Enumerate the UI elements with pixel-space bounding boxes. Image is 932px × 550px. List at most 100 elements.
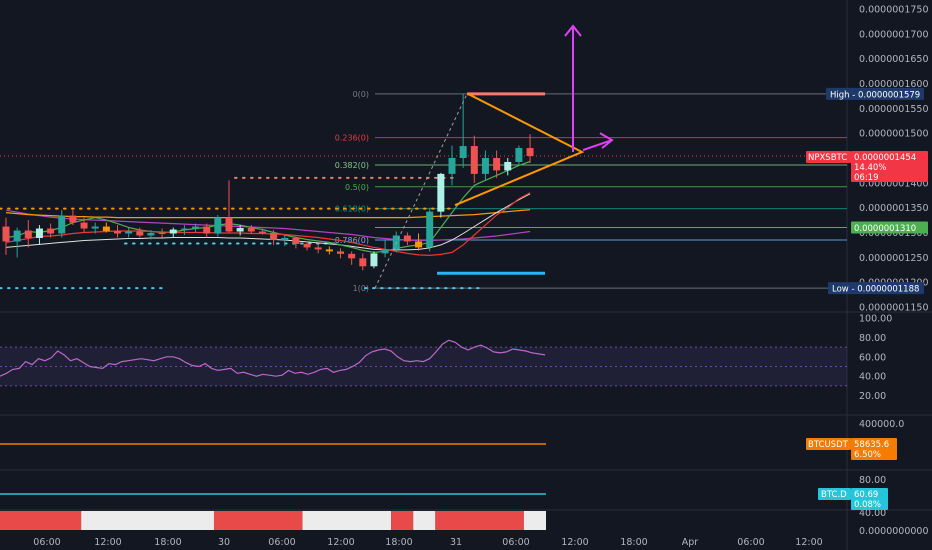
candle-22 [247, 225, 255, 234]
time-tick-8: 06:00 [502, 537, 529, 548]
candle-body-22 [247, 228, 255, 232]
candle-body-33 [370, 253, 378, 267]
candle-body-41 [459, 146, 467, 158]
ma-green [5, 160, 531, 254]
btcd-tick-1: 40.00 [859, 508, 886, 519]
candle-body-20 [225, 217, 233, 232]
candle-40 [448, 145, 456, 186]
breakout-arrowhead-up [564, 24, 582, 37]
level-tag-value: 0.0000001310 [854, 224, 916, 234]
candle-43 [481, 150, 489, 181]
candle-13 [147, 230, 155, 240]
last-price-value: 0.0000001454 [854, 153, 916, 163]
level-tag: 0.0000001310 [851, 221, 928, 234]
price-tick-2: 0.0000001650 [859, 54, 929, 65]
fib-label-0: 0(0) [353, 90, 369, 99]
candle-9 [102, 222, 110, 233]
last-price-change: 14.40% [854, 163, 886, 173]
candle-10 [114, 225, 121, 238]
last-price-countdown: 06:19 [854, 173, 879, 183]
candle-body-21 [236, 228, 244, 232]
moving-averages [5, 160, 531, 257]
ma-purple [5, 209, 531, 242]
candle-body-19 [214, 217, 222, 234]
candle-23 [258, 228, 266, 235]
candle-14 [158, 228, 166, 238]
time-tick-0: 06:00 [33, 537, 60, 548]
candle-41 [459, 93, 467, 168]
candle-body-47 [526, 148, 534, 156]
low-tag: Low - 0.0000001188 [828, 282, 924, 295]
candle-body-8 [91, 226, 99, 229]
candle-0 [2, 217, 10, 255]
candle-30 [337, 248, 344, 259]
candle-body-16 [180, 228, 188, 230]
candle-body-14 [158, 233, 166, 235]
candle-47 [526, 134, 534, 163]
candle-31 [348, 251, 356, 265]
breakout-arrowhead-right [599, 132, 614, 149]
candle-44 [493, 150, 501, 178]
lower-panes [0, 443, 546, 495]
candle-body-2 [24, 230, 32, 238]
btcd-tag[interactable]: BTC.D 60.690.08% [818, 488, 888, 510]
candle-body-13 [147, 233, 155, 236]
rsi-tick-0: 100.00 [859, 314, 892, 325]
fib-label-1: 0.236(0) [335, 134, 369, 143]
triangle-pattern [454, 93, 585, 207]
btcusdt-tag[interactable]: BTCUSDT 58635.66.50% [806, 438, 897, 460]
bottom-tick: 0.0000000000 [859, 526, 929, 537]
breakout-arrow-right [582, 139, 613, 151]
btcusdt-tick: 400000.0 [859, 419, 904, 430]
candle-37 [415, 233, 423, 251]
candle-body-24 [270, 233, 278, 240]
time-tick-1: 12:00 [94, 537, 121, 548]
candle-body-26 [292, 237, 300, 244]
ma-red [5, 192, 531, 257]
time-tick-6: 18:00 [385, 537, 412, 548]
candle-39 [437, 172, 445, 218]
candle-body-1 [13, 230, 21, 242]
high-tag-bg [826, 87, 924, 100]
candle-body-0 [2, 226, 10, 242]
candle-body-17 [192, 226, 200, 229]
candle-body-39 [437, 173, 445, 212]
btcusdt-value-bg [851, 438, 897, 460]
ma-orange [5, 209, 531, 219]
candle-12 [136, 227, 144, 238]
candle-body-6 [69, 215, 77, 223]
time-tick-3: 30 [218, 537, 230, 548]
candle-body-32 [359, 258, 367, 267]
candle-45 [504, 157, 512, 176]
session-segment-2 [213, 511, 303, 530]
low-tag-bg [828, 282, 924, 295]
candle-29 [325, 246, 333, 255]
session-segment-3 [302, 511, 392, 530]
candle-28 [314, 243, 322, 254]
btcusdt-label-bg [806, 438, 851, 450]
candle-body-27 [303, 243, 311, 248]
candle-33 [370, 251, 378, 269]
candle-7 [80, 217, 88, 233]
candle-body-36 [403, 235, 411, 242]
price-tick-8: 0.0000001350 [859, 203, 929, 214]
rsi-band [0, 347, 847, 386]
price-tags: High - 0.0000001579 Low - 0.0000001188 NPX… [806, 87, 928, 510]
time-tick-7: 31 [450, 537, 462, 548]
candle-19 [214, 215, 222, 237]
time-tick-13: 12:00 [795, 537, 822, 548]
annotations [374, 24, 614, 289]
candle-42 [470, 135, 478, 183]
candle-body-11 [125, 231, 133, 234]
candle-body-44 [493, 157, 501, 171]
session-bar [0, 511, 546, 530]
btcusdt-value: 58635.6 [854, 440, 889, 450]
last-symbol-bg [806, 151, 851, 163]
price-tick-0: 0.0000001750 [859, 4, 929, 15]
btcd-tick-0: 80.00 [859, 475, 886, 486]
candle-body-34 [381, 249, 389, 254]
